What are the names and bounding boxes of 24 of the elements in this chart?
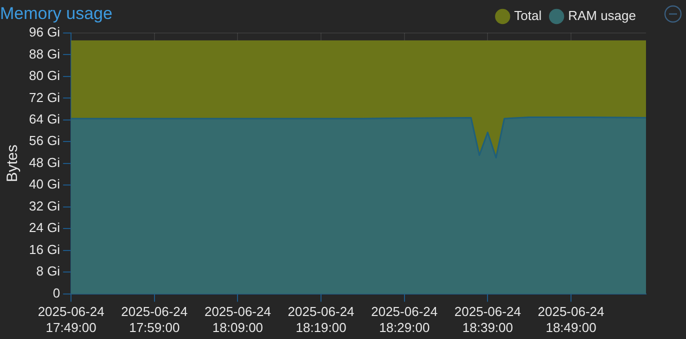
y-tick-label: 48 Gi (28, 154, 60, 170)
legend-label: Total (514, 8, 542, 24)
y-tick-label: 16 Gi (28, 242, 60, 257)
x-tick-label: 2025-06-24 17:59:00 (121, 304, 188, 335)
y-tick-label: 64 Gi (28, 112, 60, 127)
y-tick-label: 24 Gi (28, 220, 60, 236)
y-tick-label: 72 Gi (28, 90, 60, 105)
y-tick-label: 80 Gi (28, 68, 60, 84)
x-tick-label: 2025-06-24 17:49:00 (38, 304, 104, 335)
x-tick-label: 2025-06-24 18:09:00 (204, 304, 271, 335)
x-tick-label: 2025-06-24 18:49:00 (538, 304, 604, 335)
legend-label: RAM usage (568, 8, 636, 24)
x-tick-label: 2025-06-24 18:39:00 (454, 304, 521, 335)
y-tick-label: 0 (52, 285, 60, 300)
y-tick-label: 56 Gi (28, 133, 60, 148)
y-tick-label: 8 Gi (36, 264, 60, 279)
y-tick-label: 40 Gi (28, 176, 60, 192)
chart-title: Memory usage (0, 4, 112, 24)
x-tick-label: 2025-06-24 18:19:00 (288, 304, 354, 335)
y-axis-title: Bytes (4, 144, 22, 182)
x-tick-label: 2025-06-24 18:29:00 (371, 304, 438, 335)
y-tick-label: 96 Gi (28, 24, 60, 40)
y-tick-label: 88 Gi (28, 46, 60, 62)
y-tick-label: 32 Gi (28, 198, 60, 214)
